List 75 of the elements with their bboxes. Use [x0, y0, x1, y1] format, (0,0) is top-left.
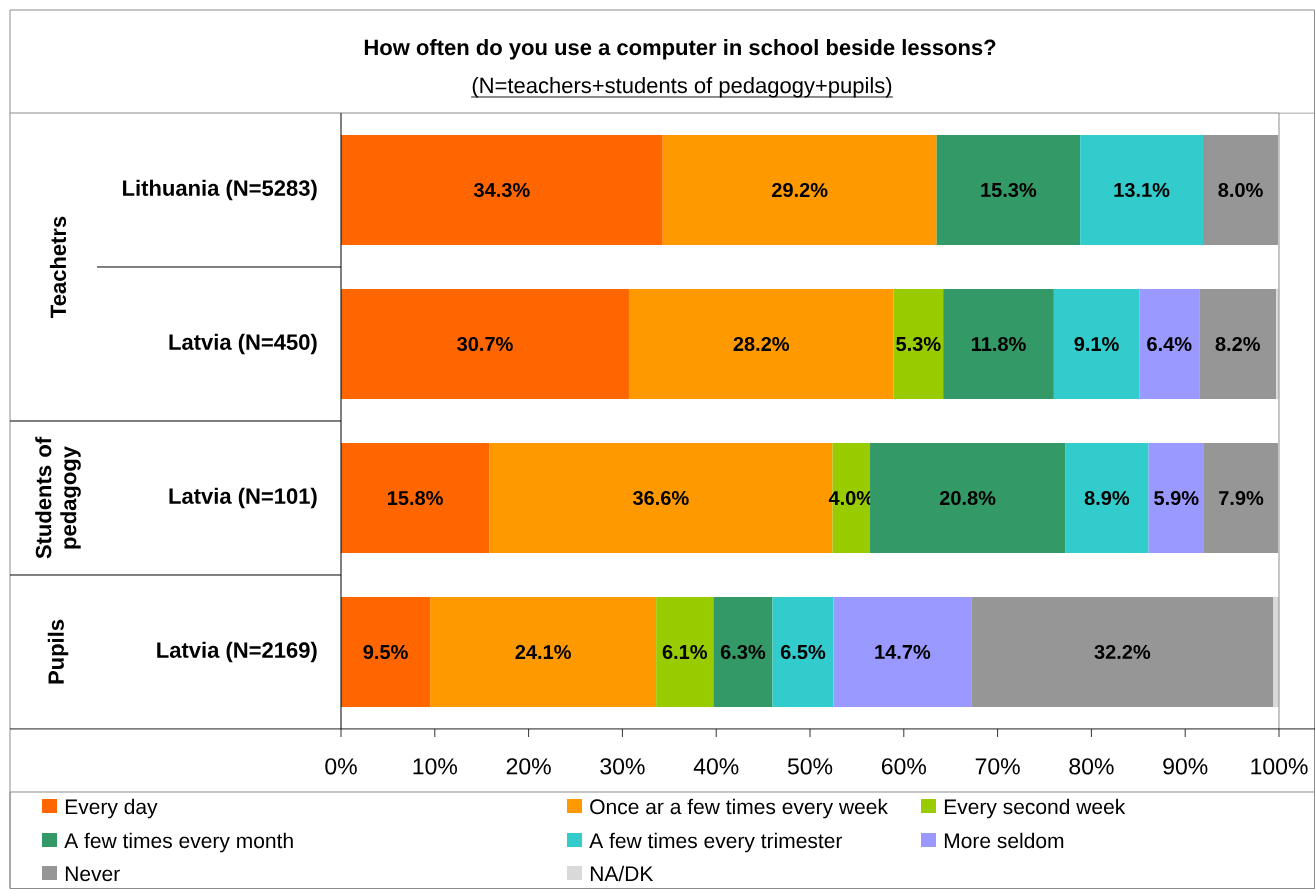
data-label: 9.1%	[1074, 336, 1119, 352]
data-label: 6.3%	[720, 644, 766, 660]
bar	[656, 597, 714, 707]
data-label: 6.5%	[780, 644, 826, 660]
bar	[1148, 443, 1204, 553]
data-label: 36.6%	[632, 490, 689, 506]
legend-label: Once ar a few times every week	[590, 798, 888, 819]
text: Pupils	[47, 619, 69, 684]
bar	[936, 135, 1081, 245]
bar	[341, 597, 431, 707]
y-tick-label: Latvia (N=450)	[169, 333, 317, 355]
data-label: 7.9%	[1219, 490, 1264, 506]
data-label: 15.8%	[388, 490, 443, 506]
legend-label: More seldom	[944, 832, 1064, 849]
legend-label: Every day	[65, 798, 158, 819]
bar	[341, 289, 629, 399]
bar	[833, 597, 972, 707]
data-label: 20.8%	[939, 490, 996, 506]
legend-label: A few times every month	[64, 832, 293, 853]
text: Teachetrs	[49, 216, 67, 318]
bar	[1199, 289, 1277, 399]
bar	[713, 597, 773, 707]
data-label: 8.0%	[1218, 182, 1263, 198]
bar	[772, 597, 834, 707]
data-label: 14.7%	[875, 644, 931, 660]
data-label: 6.4%	[1147, 336, 1192, 352]
bar	[971, 597, 1274, 707]
legend-label: NA/DK	[590, 865, 654, 882]
x-tick-label: 90%	[1163, 758, 1208, 775]
data-label: 15.3%	[981, 182, 1037, 198]
x-tick-label: 0%	[325, 758, 357, 775]
data-label: 8.2%	[1215, 336, 1260, 352]
y-tick-label: Latvia (N=101)	[169, 487, 317, 509]
text: Students of pedagogy	[35, 436, 81, 559]
bar	[1139, 289, 1200, 399]
chart-title: How often do you use a computer in school beside lessons?	[364, 39, 996, 60]
data-label: 13.1%	[1114, 182, 1170, 198]
bar	[893, 289, 944, 399]
data-label: 11.8%	[971, 336, 1026, 352]
bar	[628, 289, 894, 399]
data-label: 30.7%	[457, 336, 513, 352]
x-tick-label: 30%	[600, 758, 645, 775]
bar	[943, 289, 1054, 399]
data-label: 9.5%	[363, 644, 408, 660]
bar	[341, 135, 663, 245]
bar	[1080, 135, 1204, 245]
x-tick-label: 20%	[506, 758, 551, 775]
bar	[662, 135, 937, 245]
x-tick-label: 60%	[881, 758, 926, 775]
data-label: 24.1%	[515, 644, 571, 660]
x-tick-label: 70%	[975, 758, 1020, 775]
x-tick-label: 100%	[1251, 758, 1308, 775]
x-tick-label: 80%	[1069, 758, 1114, 775]
data-label: 6.1%	[662, 644, 708, 660]
chart-subtitle: (N=teachers+students of pedagogy+pupils)	[472, 77, 892, 98]
legend-label: A few times every trimester	[589, 832, 843, 853]
data-label: 32.2%	[1094, 644, 1151, 660]
bar	[1065, 443, 1149, 553]
data-label: 5.9%	[1154, 490, 1199, 506]
data-label: 29.2%	[772, 182, 828, 198]
bar	[870, 443, 1066, 553]
bar	[430, 597, 657, 707]
legend-label: Never	[65, 866, 120, 882]
x-tick-label: 10%	[413, 758, 457, 775]
bar	[341, 443, 490, 553]
data-label: 28.2%	[733, 336, 790, 352]
y-tick-label: Lithuania (N=5283)	[123, 179, 317, 201]
y-tick-label: Latvia (N=2169)	[157, 641, 317, 663]
bar	[1053, 289, 1140, 399]
legend-label: Every second week	[944, 798, 1126, 819]
x-tick-label: 40%	[693, 758, 739, 775]
data-label: 34.3%	[473, 182, 530, 198]
data-label: 8.9%	[1084, 490, 1130, 506]
data-label: 5.3%	[896, 336, 941, 352]
x-tick-label: 50%	[787, 758, 833, 775]
